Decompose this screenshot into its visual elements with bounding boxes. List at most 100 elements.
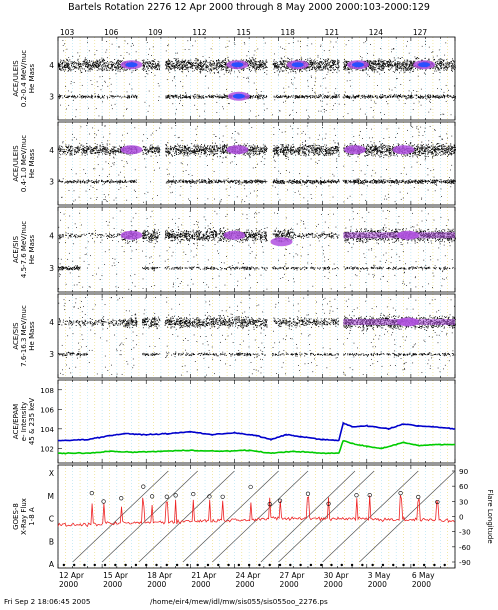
scatter-point — [390, 181, 392, 183]
density-core — [231, 62, 244, 68]
scatter-point — [111, 63, 113, 65]
scatter-point — [192, 64, 193, 66]
scatter-point — [63, 66, 65, 68]
scatter-point — [239, 71, 241, 73]
scatter-point — [272, 63, 274, 65]
scatter-point — [58, 147, 59, 149]
scatter-point — [201, 68, 203, 70]
scatter-point — [451, 66, 453, 68]
scatter-point — [92, 149, 94, 151]
scatter-point — [68, 70, 70, 71]
scatter-point — [109, 149, 111, 151]
scatter-point — [217, 66, 219, 68]
scatter-point — [311, 62, 313, 64]
scatter-point — [177, 62, 179, 64]
scatter-point — [427, 174, 429, 176]
scatter-point — [95, 96, 97, 98]
scatter-point — [171, 96, 173, 98]
scatter-point — [168, 66, 170, 67]
scatter-point — [454, 65, 456, 67]
scatter-point — [218, 65, 220, 67]
scatter-point — [351, 70, 353, 72]
scatter-point — [96, 143, 98, 145]
scatter-point — [327, 58, 329, 60]
scatter-point — [110, 68, 112, 70]
scatter-point — [84, 97, 86, 99]
scatter-point — [114, 146, 116, 148]
scatter-point — [431, 96, 433, 98]
scatter-point — [261, 181, 263, 183]
scatter-point — [305, 61, 307, 63]
scatter-point — [266, 108, 268, 110]
scatter-point — [260, 91, 262, 92]
scatter-point — [453, 95, 455, 97]
scatter-point — [133, 96, 135, 98]
scatter-point — [410, 95, 412, 97]
scatter-point — [334, 95, 336, 97]
scatter-point — [153, 66, 155, 68]
scatter-point — [285, 158, 287, 159]
scatter-point — [173, 66, 175, 68]
scatter-point — [412, 90, 414, 91]
scatter-point — [247, 61, 249, 62]
scatter-point — [168, 62, 170, 64]
scatter-point — [107, 140, 109, 142]
scatter-point — [321, 63, 323, 65]
scatter-point — [256, 66, 258, 68]
scatter-point — [210, 65, 212, 67]
scatter-point — [401, 63, 403, 65]
scatter-point — [251, 56, 253, 58]
scatter-point — [129, 69, 131, 71]
scatter-point — [223, 66, 225, 67]
scatter-point — [186, 62, 188, 63]
scatter-point — [393, 63, 395, 65]
scatter-point — [71, 96, 72, 98]
scatter-point — [370, 141, 372, 143]
scatter-point — [346, 95, 347, 97]
scatter-point — [197, 59, 199, 61]
scatter-point — [453, 100, 455, 101]
scatter-point — [62, 45, 64, 46]
scatter-point — [333, 175, 335, 177]
scatter-point — [281, 131, 283, 133]
scatter-point — [417, 96, 419, 98]
scatter-point — [284, 95, 286, 97]
scatter-point — [117, 60, 118, 62]
scatter-point — [175, 66, 177, 68]
scatter-point — [450, 65, 452, 67]
scatter-point — [122, 96, 124, 98]
scatter-point — [82, 61, 84, 63]
scatter-point — [443, 60, 445, 62]
scatter-point — [228, 103, 229, 104]
scatter-point — [95, 61, 97, 63]
scatter-point — [408, 95, 410, 97]
scatter-point — [364, 95, 366, 97]
scatter-point — [172, 96, 174, 98]
scatter-point — [71, 65, 72, 67]
scatter-point — [59, 66, 60, 68]
scatter-point — [373, 61, 375, 63]
scatter-point — [318, 95, 320, 97]
scatter-point — [364, 97, 366, 99]
scatter-point — [216, 93, 218, 95]
scatter-point — [96, 50, 98, 51]
scatter-point — [126, 161, 128, 163]
scatter-point — [185, 92, 187, 94]
scatter-point — [402, 62, 404, 64]
scatter-point — [153, 61, 155, 63]
scatter-point — [424, 57, 426, 59]
scatter-point — [376, 97, 377, 99]
scatter-point — [223, 93, 225, 95]
scatter-point — [395, 136, 396, 138]
scatter-point — [225, 188, 227, 190]
scatter-point — [97, 164, 99, 166]
scatter-point — [412, 71, 414, 72]
scatter-point — [348, 68, 350, 70]
scatter-point — [172, 95, 174, 97]
scatter-point — [405, 67, 407, 69]
scatter-point — [335, 88, 337, 90]
scatter-point — [310, 194, 312, 196]
scatter-point — [417, 128, 419, 130]
scatter-point — [344, 61, 346, 63]
scatter-point — [146, 138, 148, 139]
